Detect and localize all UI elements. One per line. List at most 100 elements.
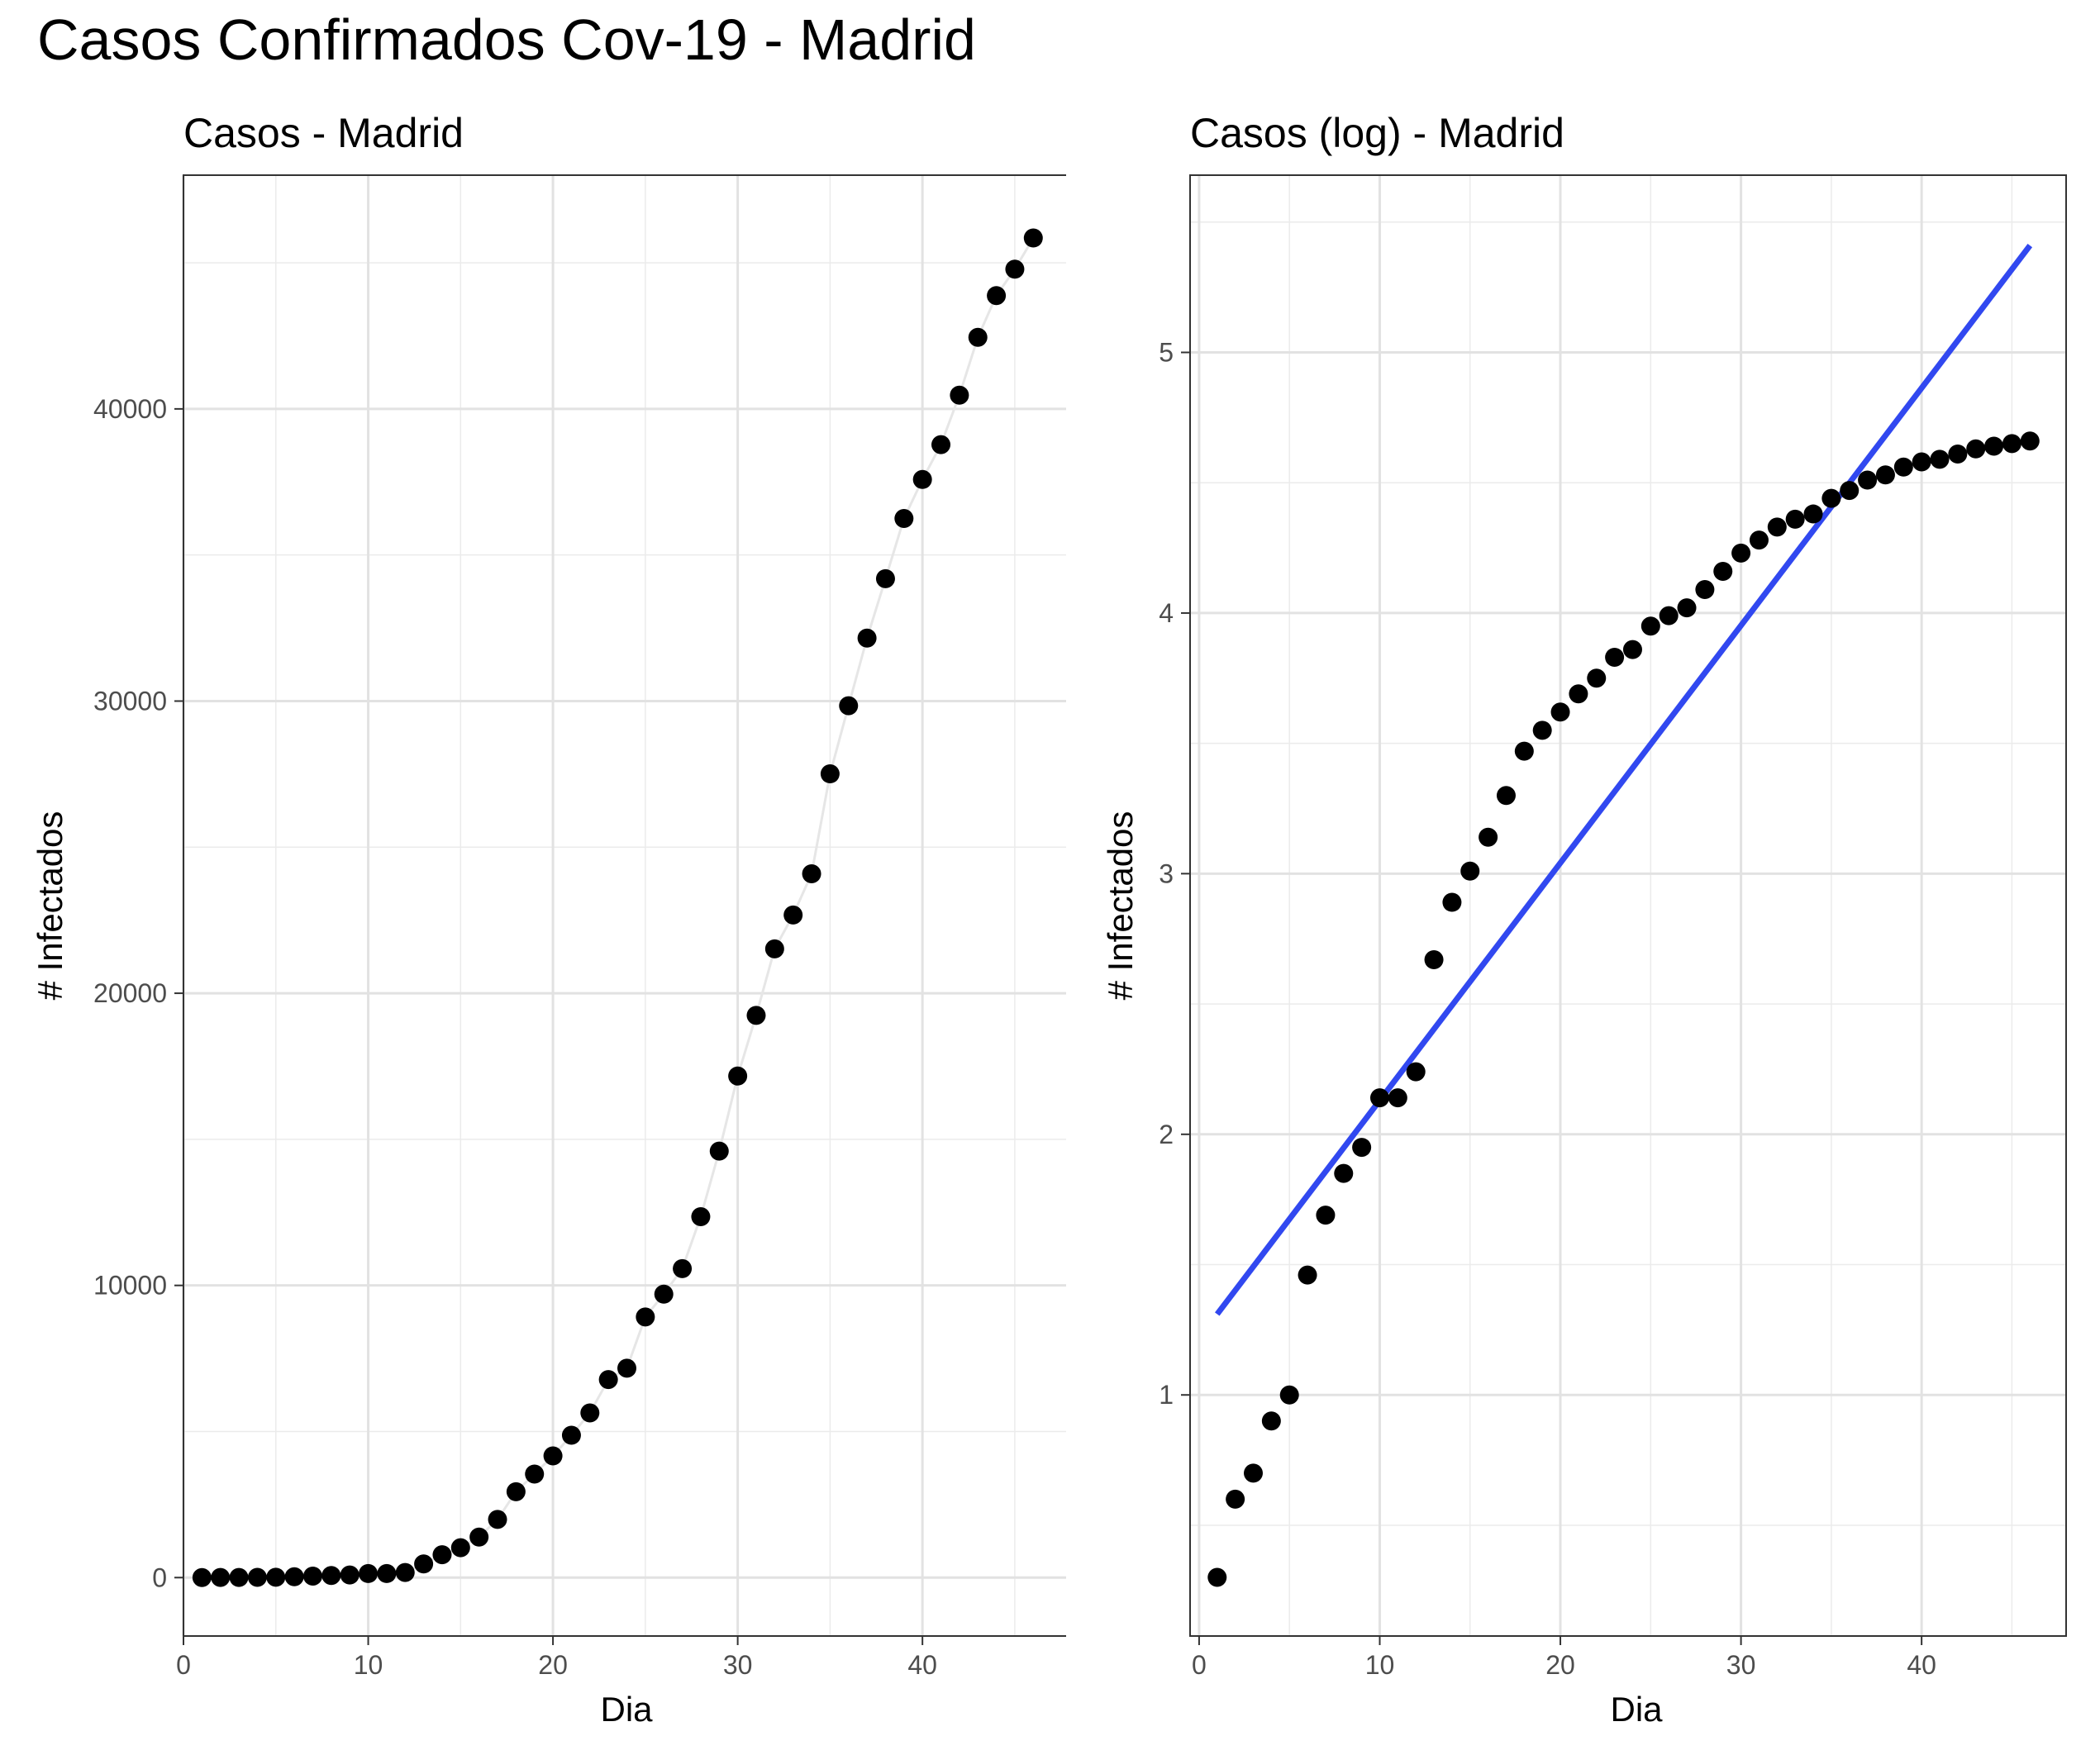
data-point: [987, 286, 1007, 306]
data-point: [1005, 259, 1025, 279]
data-point: [1587, 668, 1607, 688]
data-point: [857, 628, 877, 648]
data-point: [783, 905, 803, 925]
data-point: [1893, 457, 1913, 477]
x-tick-label: 10: [354, 1650, 383, 1680]
data-point: [1984, 436, 2004, 456]
data-point: [469, 1527, 489, 1547]
data-point: [1622, 640, 1642, 659]
data-point: [377, 1563, 397, 1583]
data-point: [931, 435, 951, 454]
x-tick-label: 0: [176, 1650, 191, 1680]
data-point: [1966, 439, 1986, 459]
data-point: [802, 863, 821, 883]
x-tick-label: 40: [907, 1650, 937, 1680]
data-point: [525, 1464, 545, 1484]
data-point: [1912, 452, 1931, 472]
x-axis-label: Dia: [1610, 1690, 1663, 1729]
data-point: [302, 1567, 322, 1586]
data-point: [1479, 827, 1498, 847]
y-tick-label: 30000: [93, 686, 167, 716]
data-point: [1821, 488, 1841, 508]
data-point: [1496, 786, 1516, 806]
page-title: Casos Confirmados Cov-19 - Madrid: [37, 7, 976, 72]
data-point: [1731, 543, 1751, 563]
y-tick-label: 10000: [93, 1271, 167, 1301]
data-point: [229, 1567, 249, 1587]
data-point: [1369, 1088, 1389, 1108]
y-tick-label: 0: [152, 1562, 167, 1592]
x-tick-label: 20: [538, 1650, 568, 1680]
data-point: [1352, 1138, 1372, 1158]
chart-title: Casos - Madrid: [183, 110, 464, 156]
data-point: [728, 1066, 748, 1086]
linear-cases-chart: Casos - Madrid 0 10 20 30 40 0 10000 20000 30000…: [31, 110, 1066, 1729]
data-point: [1298, 1265, 1317, 1285]
data-point: [1514, 741, 1534, 761]
x-tick-label: 20: [1545, 1650, 1575, 1680]
data-point: [1930, 449, 1950, 469]
data-point: [617, 1358, 636, 1378]
data-point: [654, 1284, 674, 1304]
data-point: [1713, 561, 1733, 581]
data-point: [1023, 228, 1043, 248]
data-point: [820, 764, 840, 784]
data-point: [1532, 721, 1552, 740]
data-point: [414, 1554, 434, 1574]
data-point: [691, 1207, 711, 1227]
data-point: [912, 469, 932, 489]
data-point: [1659, 606, 1679, 625]
data-point: [1334, 1163, 1354, 1183]
data-point: [598, 1370, 618, 1390]
data-point: [247, 1567, 267, 1587]
data-point: [2020, 431, 2040, 451]
data-point: [764, 939, 784, 958]
data-point: [561, 1425, 581, 1445]
data-point: [1316, 1206, 1336, 1225]
data-point: [1243, 1463, 1263, 1483]
y-tick-label: 40000: [93, 394, 167, 424]
data-point: [359, 1563, 379, 1583]
data-point: [340, 1565, 360, 1585]
y-tick-label: 2: [1159, 1120, 1174, 1149]
data-point: [1640, 616, 1660, 636]
data-point: [839, 696, 859, 716]
data-point: [395, 1562, 415, 1582]
data-point: [1569, 684, 1588, 704]
data-point: [1424, 949, 1444, 969]
data-point: [580, 1403, 600, 1423]
data-point: [1442, 892, 1462, 912]
data-point: [950, 385, 969, 405]
data-point: [1749, 530, 1769, 550]
data-point: [1226, 1489, 1245, 1509]
data-point: [321, 1566, 341, 1586]
data-point: [450, 1538, 470, 1558]
data-point: [1948, 445, 1968, 464]
trend-line: [1214, 244, 2033, 1316]
x-tick-label: 10: [1365, 1650, 1395, 1680]
y-tick-label: 20000: [93, 978, 167, 1008]
data-point: [2002, 434, 2021, 454]
data-point: [1460, 861, 1480, 881]
x-tick-label: 30: [723, 1650, 753, 1680]
data-point: [506, 1482, 526, 1501]
data-point: [1261, 1411, 1281, 1431]
chart-title: Casos (log) - Madrid: [1190, 110, 1564, 156]
data-point: [192, 1567, 212, 1587]
data-point: [1406, 1062, 1426, 1082]
data-point: [1605, 648, 1625, 668]
data-point: [1207, 1567, 1227, 1587]
y-tick-label: 3: [1159, 858, 1174, 888]
x-tick-label: 0: [1192, 1650, 1207, 1680]
data-point: [284, 1567, 304, 1586]
y-tick-label: 5: [1159, 337, 1174, 367]
data-point: [1279, 1385, 1299, 1405]
data-point: [968, 327, 988, 347]
x-tick-label: 30: [1726, 1650, 1756, 1680]
data-point: [673, 1258, 693, 1278]
x-axis-label: Dia: [600, 1690, 653, 1729]
data-point: [746, 1006, 766, 1025]
data-point: [488, 1510, 507, 1529]
y-tick-label: 1: [1159, 1380, 1174, 1410]
